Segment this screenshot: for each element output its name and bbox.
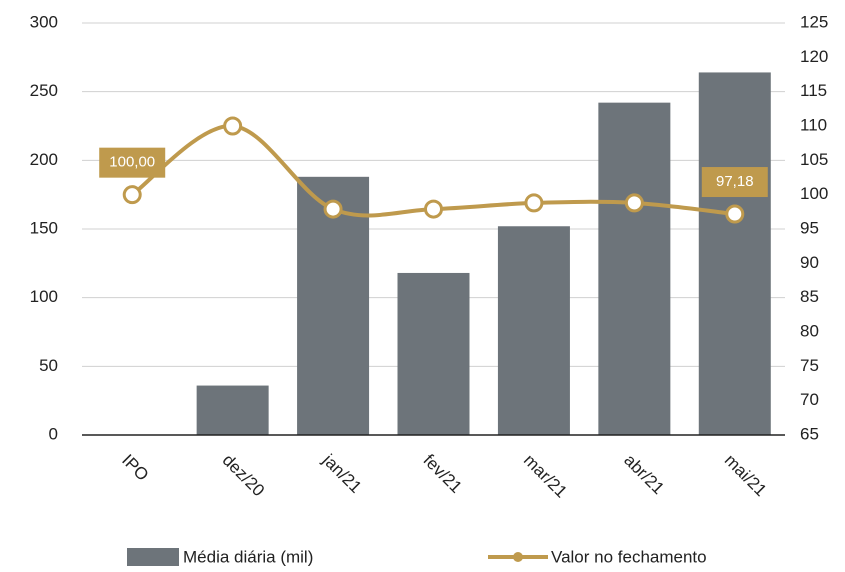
legend-label: Média diária (mil) xyxy=(183,547,313,566)
y-tick-label: 250 xyxy=(30,81,58,100)
legend-marker xyxy=(513,552,523,562)
y2-tick-label: 65 xyxy=(800,424,819,443)
x-tick-label: mar/21 xyxy=(520,451,571,502)
x-tick-label: dez/20 xyxy=(219,451,269,501)
line-marker xyxy=(424,199,443,219)
y2-tick-label: 110 xyxy=(800,115,827,134)
bar xyxy=(297,176,370,435)
x-tick-label: jan/21 xyxy=(318,450,365,497)
x-tick-label: abr/21 xyxy=(620,451,668,499)
legend-label: Valor no fechamento xyxy=(551,547,707,566)
y2-tick-label: 85 xyxy=(800,287,819,306)
line-marker xyxy=(323,199,343,219)
x-tick-label: mai/21 xyxy=(721,451,771,501)
line-marker xyxy=(725,204,745,224)
bar xyxy=(598,102,671,436)
legend-swatch xyxy=(127,548,179,566)
value-label: 97,18 xyxy=(716,173,754,190)
x-tick-label: fev/21 xyxy=(420,451,466,497)
y2-tick-label: 125 xyxy=(800,12,828,31)
y2-tick-label: 95 xyxy=(800,218,819,237)
y2-tick-label: 105 xyxy=(800,150,828,169)
y2-tick-label: 70 xyxy=(800,390,819,409)
line-marker xyxy=(524,193,544,213)
y-tick-label: 150 xyxy=(30,218,58,237)
y-tick-label: 300 xyxy=(30,12,58,31)
y2-tick-label: 115 xyxy=(800,81,827,100)
line-marker xyxy=(624,193,644,213)
y2-tick-label: 75 xyxy=(800,356,819,375)
y-tick-label: 100 xyxy=(30,287,58,306)
y-tick-label: 0 xyxy=(49,424,58,443)
y-tick-label: 200 xyxy=(30,150,58,169)
bar xyxy=(497,226,570,435)
y2-tick-label: 90 xyxy=(800,253,819,272)
line-marker xyxy=(223,116,243,136)
y-tick-label: 50 xyxy=(39,356,58,375)
bar xyxy=(698,72,771,435)
value-label: 100,00 xyxy=(109,154,155,171)
bar xyxy=(196,385,269,435)
value-label-box xyxy=(701,167,768,198)
line-marker xyxy=(122,185,142,205)
value-label-box xyxy=(99,147,166,178)
y2-tick-label: 100 xyxy=(800,184,828,203)
y2-tick-label: 80 xyxy=(800,321,819,340)
x-tick-label: IPO xyxy=(118,451,152,485)
bar xyxy=(397,272,470,435)
y2-tick-label: 120 xyxy=(800,47,828,66)
